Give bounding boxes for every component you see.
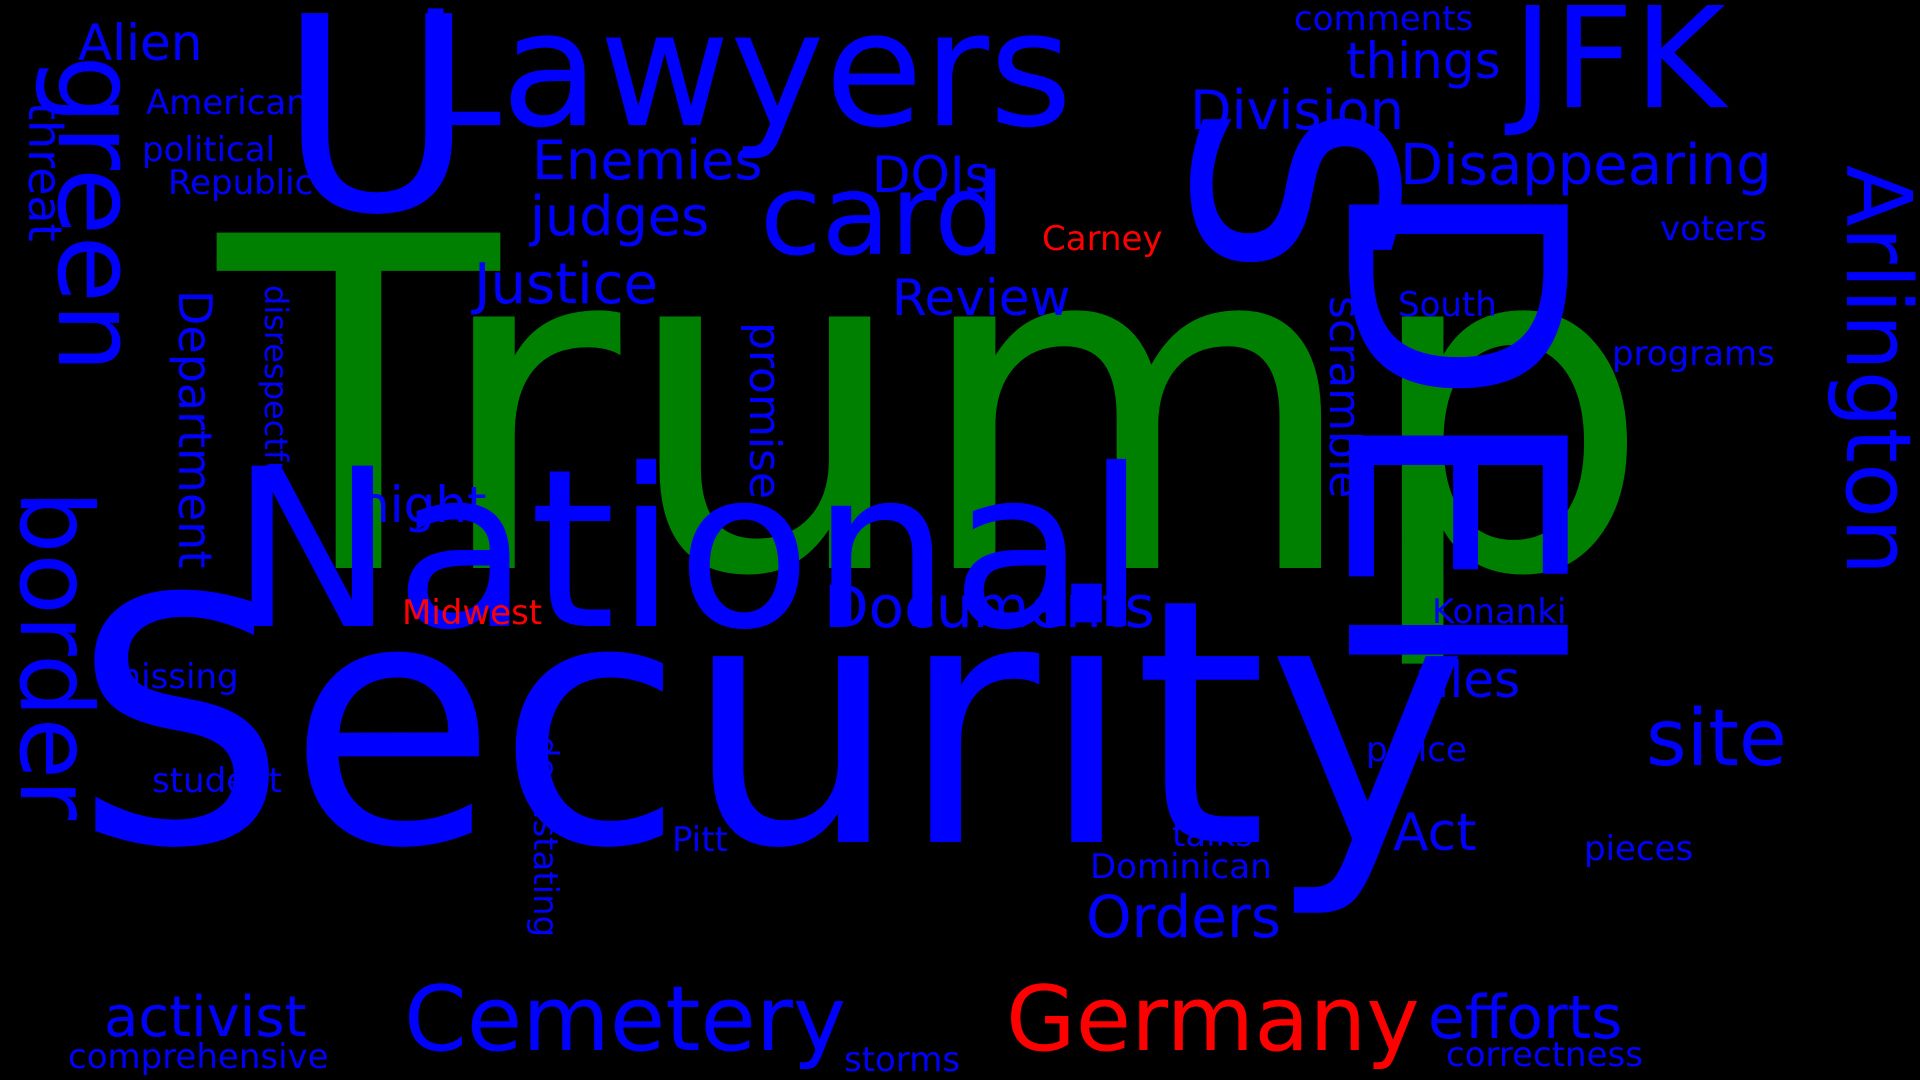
word-political: political [142, 130, 276, 170]
word-devastating: devastating [525, 736, 565, 938]
word-cemetery: Cemetery [404, 967, 847, 1072]
word-alien: Alien [78, 14, 203, 72]
word-dojs: DOJs [872, 146, 991, 204]
word-documents: Documents [824, 573, 1155, 641]
word-enemies: Enemies [532, 129, 763, 192]
word-police: police [1366, 730, 1467, 770]
word-judges: judges [530, 185, 710, 248]
word-midwest: Midwest [402, 593, 543, 633]
word-disrespectful: disrespectful [257, 285, 295, 491]
word-trump: Trump [218, 142, 1653, 677]
word-division: Division [1190, 79, 1404, 142]
word-justice: Justice [474, 252, 658, 317]
word-act: Act [1393, 803, 1477, 863]
word-threat: threat [18, 102, 72, 242]
word-south: South [1398, 285, 1497, 325]
word-promise: promise [739, 322, 790, 500]
word-american: American [146, 83, 308, 123]
word-comments: comments [1294, 0, 1474, 39]
word-pitt: Pitt [672, 820, 728, 860]
word-orders: Orders [1086, 883, 1282, 951]
word-missing: missing [108, 657, 239, 697]
word-correctness: correctness [1446, 1035, 1643, 1075]
word-things: things [1346, 32, 1501, 90]
word-comprehensive: comprehensive [68, 1037, 329, 1077]
word-sudiksha: Sudiksha [1406, 201, 1560, 241]
word-carney: Carney [1042, 219, 1163, 259]
word-files: files [1418, 651, 1521, 709]
word-u: U [278, 0, 476, 274]
word-site: site [1646, 694, 1787, 784]
word-voters: voters [1660, 209, 1767, 249]
word-jfk: JFK [1512, 0, 1726, 141]
word-republic: Republic [168, 163, 314, 203]
word-night: night [358, 476, 487, 534]
word-efforts: efforts [1428, 983, 1623, 1053]
word-national: National [230, 422, 1147, 678]
word-scramble: scramble [1319, 296, 1370, 499]
word-arlington: Arlington [1825, 165, 1920, 576]
word-card: card [760, 151, 1006, 281]
word-activist: activist [104, 985, 307, 1050]
word-storms: storms [844, 1040, 961, 1080]
word-department: Department [168, 290, 222, 569]
word-border: border [0, 490, 114, 821]
word-review: Review [892, 269, 1071, 327]
word-disappearing: Disappearing [1400, 133, 1772, 198]
word-talks: talks [1172, 815, 1254, 855]
word-dominican: Dominican [1090, 847, 1272, 887]
word-programs: programs [1612, 334, 1775, 374]
word-security: Security [72, 527, 1469, 923]
word-konanki: Konanki [1432, 592, 1567, 632]
word-lawyers: Lawyers [412, 0, 1073, 163]
word-germany: Germany [1006, 967, 1420, 1072]
word-student: student [152, 761, 282, 801]
word-pieces: pieces [1584, 829, 1694, 869]
